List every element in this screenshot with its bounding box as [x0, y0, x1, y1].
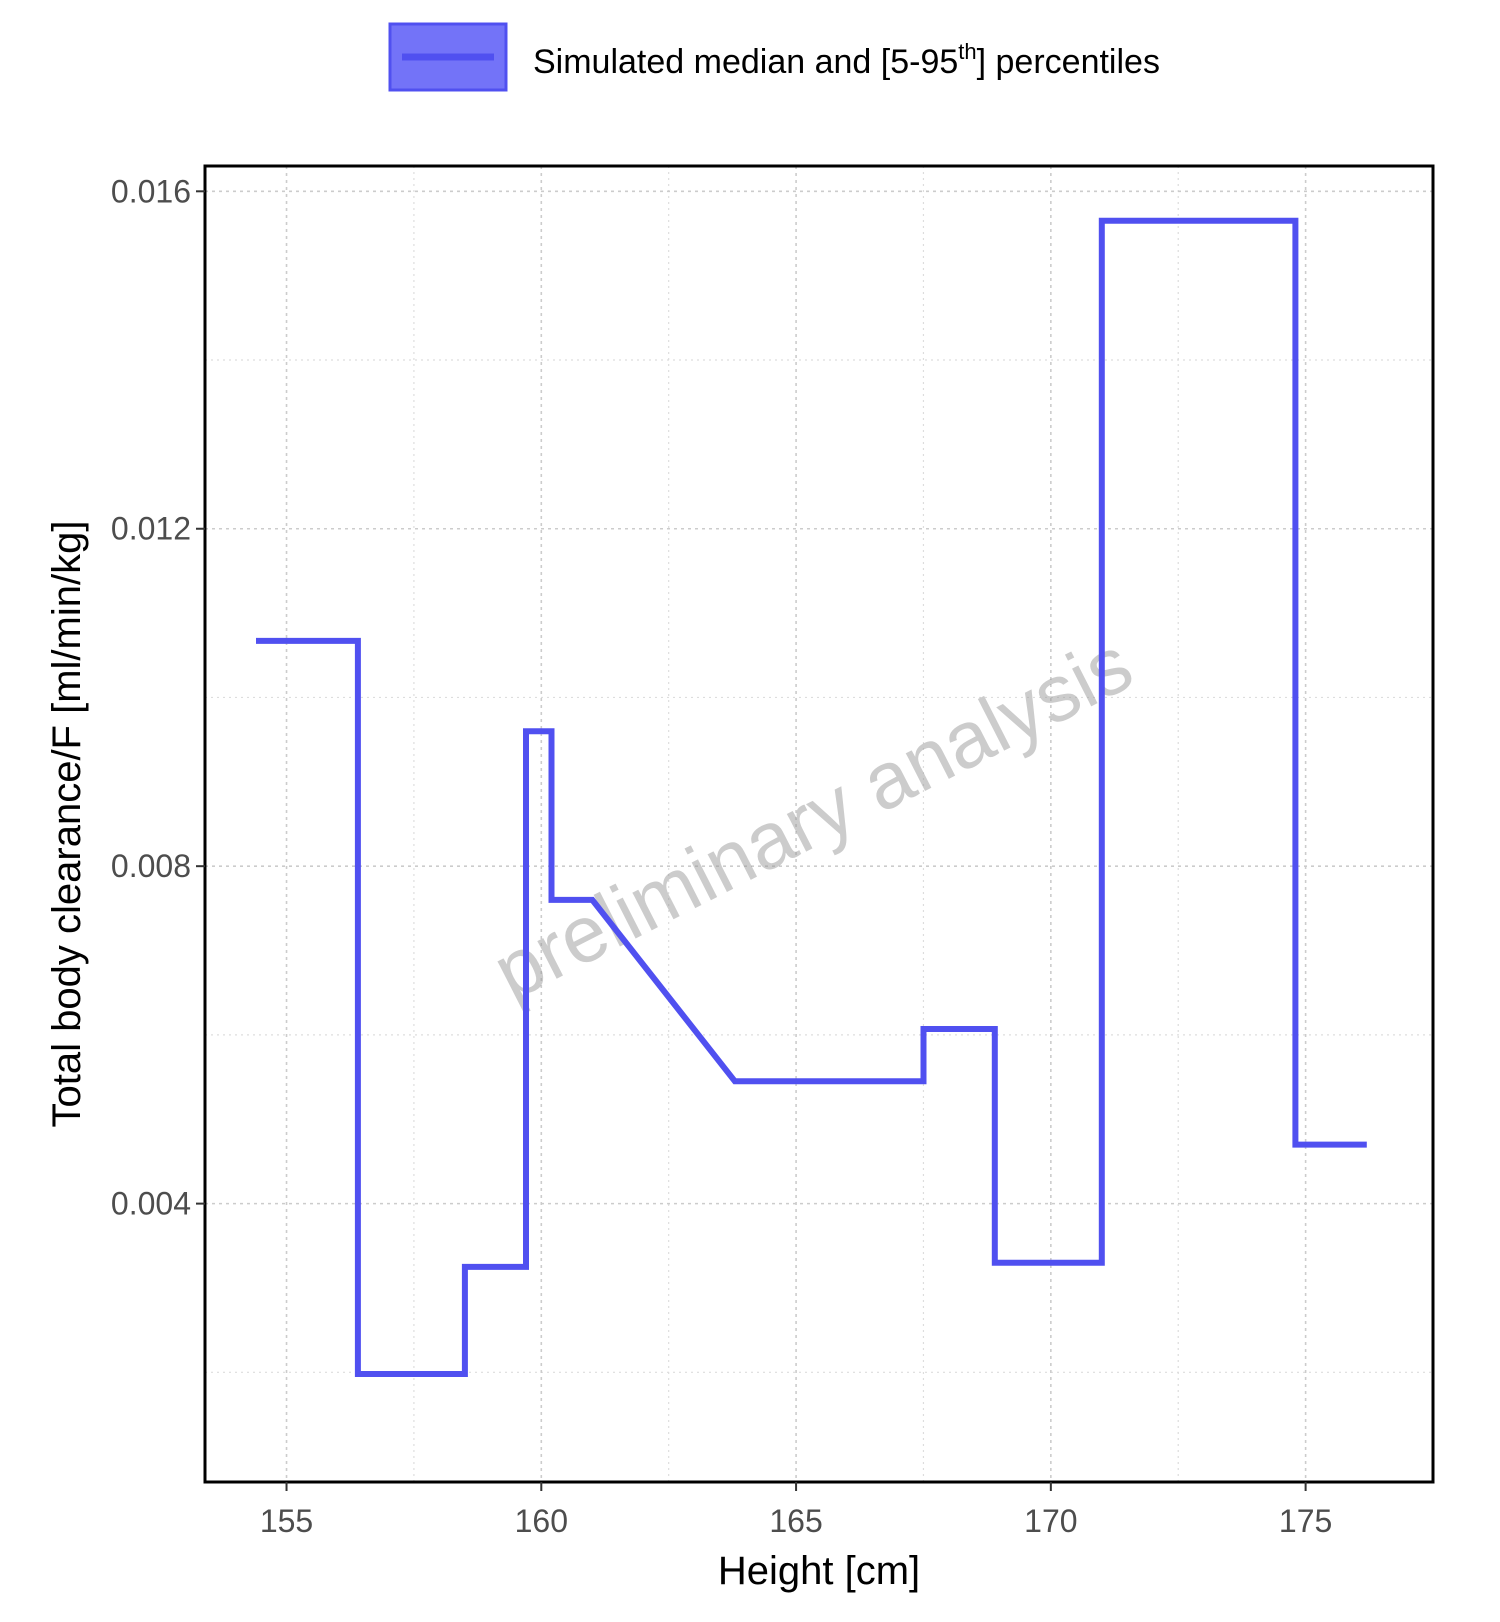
y-tick-label: 0.004 — [111, 1186, 191, 1222]
series-layer — [256, 217, 1367, 1377]
legend-label: Simulated median and [5-95th] percentile… — [533, 39, 1160, 81]
x-axis-title: Height [cm] — [718, 1549, 920, 1593]
legend: Simulated median and [5-95th] percentile… — [388, 22, 1160, 92]
x-tick-label: 160 — [515, 1503, 568, 1539]
x-tick-label: 170 — [1024, 1503, 1077, 1539]
legend-label-end: ] percentiles — [977, 43, 1160, 81]
panel-border — [203, 164, 1435, 1484]
x-tick-label: 175 — [1279, 1503, 1332, 1539]
y-tick-label: 0.016 — [111, 173, 191, 209]
watermark: preliminary analysis — [479, 618, 1145, 1016]
series-line — [256, 217, 1367, 1377]
y-axis: 0.004 0.008 0.012 0.016 — [111, 173, 205, 1222]
y-tick-label: 0.008 — [111, 848, 191, 884]
y-tick-label: 0.012 — [111, 511, 191, 547]
x-tick-label: 155 — [260, 1503, 313, 1539]
legend-label-sup: th — [958, 39, 976, 64]
y-axis-title: Total body clearance/F [ml/min/kg] — [45, 521, 89, 1128]
x-axis: 155 160 165 170 175 — [260, 1482, 1332, 1539]
x-tick-label: 165 — [769, 1503, 822, 1539]
watermark-layer: preliminary analysis — [479, 618, 1145, 1016]
legend-label-main: Simulated median and [5-95 — [533, 43, 958, 81]
